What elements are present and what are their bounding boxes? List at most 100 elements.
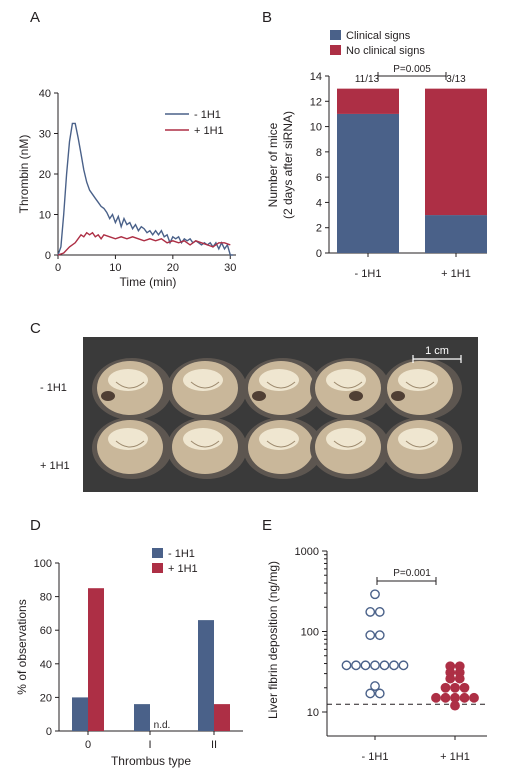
panel-d-bar-chart: - 1H1 + 1H1 % of observations Thrombus t… [15,548,243,768]
e-points [341,589,479,711]
e-point-minus-1h1 [374,607,385,617]
a-x-axis-title: Time (min) [120,275,177,289]
e-point-plus-1h1 [469,692,479,703]
c-thrombus-spot [349,391,363,401]
d-legend-swatch-minus [152,548,163,558]
b-y-tick-label: 4 [316,197,322,209]
b-annotation-left: 11/13 [355,74,380,85]
d-bar-minus-1h1 [134,704,150,731]
e-y-axis-title: Liver fibrin deposition (ng/mg) [266,561,280,719]
e-point-plus-1h1 [454,673,465,684]
a-legend-label-plus: + 1H1 [194,125,224,137]
d-y-tick-label: 0 [46,726,52,738]
e-x-tick-label: - 1H1 [362,751,389,763]
panel-letter-c: C [30,320,41,337]
b-legend: Clinical signs No clinical signs [330,30,425,57]
e-x-tick-label: + 1H1 [440,751,470,763]
b-x-tick-label: - 1H1 [355,268,382,280]
d-y-tick-label: 80 [40,592,52,604]
e-point-minus-1h1 [374,688,385,699]
a-x-tick-label: 20 [167,262,179,274]
c-row-label-minus: - 1H1 [40,382,67,394]
e-pvalue: P=0.001 [393,568,431,579]
b-y-tick-label: 6 [316,172,322,184]
c-slice-detail [115,440,145,448]
a-y-tick-label: 10 [39,210,51,222]
c-slice-detail [405,381,435,389]
d-y-tick-label: 60 [40,625,52,637]
b-y-tick-label: 10 [310,122,322,134]
b-x-tick-label: + 1H1 [441,268,471,280]
c-slice-detail [405,440,435,448]
e-point-minus-1h1 [351,660,361,671]
d-x-tick-label: 0 [85,739,91,751]
panel-letter-d: D [30,517,41,534]
e-point-minus-1h1 [365,688,376,699]
e-point-plus-1h1 [459,692,470,703]
a-y-axis-title: Thrombin (nM) [17,135,31,214]
b-bar-segment-clinical [425,215,487,253]
d-bar-minus-1h1 [72,697,88,731]
c-slice-detail [266,440,296,448]
c-slices [92,358,462,479]
d-bar-plus-1h1 [88,588,104,731]
c-thrombus-spot [101,391,115,401]
e-point-minus-1h1 [341,660,352,671]
e-point-minus-1h1 [370,589,380,600]
d-bar-minus-1h1 [198,620,214,731]
e-point-minus-1h1 [379,660,390,671]
c-scale-label: 1 cm [425,345,449,357]
panel-e-scatter-chart: Liver fibrin deposition (ng/mg) 10 100 100… [266,546,487,763]
b-y-tick-label: 0 [316,248,322,260]
b-y-axis-title-line1: Number of mice [266,122,280,207]
panel-letter-e: E [262,517,272,534]
e-point-minus-1h1 [370,681,380,691]
e-point-minus-1h1 [398,660,409,671]
e-y-tick-label: 10 [307,707,319,719]
e-point-plus-1h1 [440,692,451,703]
d-x-tick-label: II [211,739,217,751]
e-ticks: 10 100 1000 - 1H1 + 1H1 [295,546,470,763]
e-pvalue-bracket [376,577,437,585]
d-y-tick-label: 20 [40,692,52,704]
panel-letter-a: A [30,9,40,26]
b-pvalue-bracket [377,72,447,80]
c-slice-detail [115,381,145,389]
b-legend-swatch-no-clinical [330,45,341,55]
b-y-tick-label: 14 [310,71,322,83]
e-point-minus-1h1 [360,660,371,671]
d-legend-swatch-plus [152,563,163,573]
d-x-axis-title: Thrombus type [111,754,191,768]
d-bar-plus-1h1 [214,704,230,731]
a-y-tick-label: 30 [39,129,51,141]
c-slice-detail [333,440,363,448]
a-y-tick-label: 20 [39,169,51,181]
d-legend: - 1H1 + 1H1 [152,548,198,575]
a-x-tick-label: 10 [109,262,121,274]
c-slice-detail [190,381,220,389]
panel-b-stacked-bar-chart: Clinical signs No clinical signs Number … [266,30,487,280]
b-bar-segment-clinical [337,113,399,253]
b-y-axis-title-line2: (2 days after siRNA) [281,111,295,219]
a-y-tick-label: 0 [45,250,51,262]
d-y-axis-title: % of observations [15,599,29,694]
a-y-tick-label: 40 [39,88,51,100]
e-point-plus-1h1 [450,700,460,711]
c-thrombus-spot [391,391,405,401]
panel-a-line-chart: Thrombin (nM) Time (min) 0 10 20 30 40 0 10 20 3… [17,88,236,289]
c-thrombus-spot [252,391,266,401]
c-slice-detail [333,381,363,389]
a-x-tick-label: 0 [55,262,61,274]
a-x-tick-label: 30 [224,262,236,274]
a-ticks: 0 10 20 30 40 0 10 20 30 [39,88,237,274]
b-bar-segment-no-clinical [425,88,487,216]
b-ticks: 0 2 4 6 8 10 12 14 - 1H1 + 1H1 [310,71,471,280]
e-point-plus-1h1 [459,682,470,693]
e-point-plus-1h1 [440,682,451,693]
d-x-tick-label: I [148,739,151,751]
e-y-tick-label: 100 [301,627,319,639]
d-y-tick-label: 100 [34,558,52,570]
b-bars [337,88,487,253]
